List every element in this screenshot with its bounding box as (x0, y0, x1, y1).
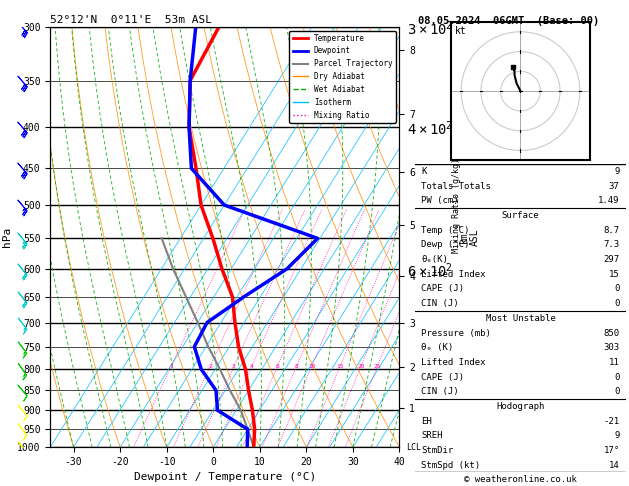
Text: 25: 25 (374, 364, 381, 369)
Y-axis label: km
ASL: km ASL (459, 228, 480, 246)
Text: θₑ(K): θₑ(K) (421, 255, 448, 264)
Text: Pressure (mb): Pressure (mb) (421, 329, 491, 337)
Text: StmSpd (kt): StmSpd (kt) (421, 461, 481, 469)
Legend: Temperature, Dewpoint, Parcel Trajectory, Dry Adiabat, Wet Adiabat, Isotherm, Mi: Temperature, Dewpoint, Parcel Trajectory… (289, 31, 396, 122)
Text: Lifted Index: Lifted Index (421, 358, 486, 367)
Text: 8.7: 8.7 (603, 226, 620, 235)
Text: 15: 15 (609, 270, 620, 279)
X-axis label: Dewpoint / Temperature (°C): Dewpoint / Temperature (°C) (134, 472, 316, 483)
Text: Totals Totals: Totals Totals (421, 182, 491, 191)
Text: 8: 8 (294, 364, 298, 369)
Text: CIN (J): CIN (J) (421, 299, 459, 308)
Text: 14: 14 (609, 461, 620, 469)
Text: K: K (421, 167, 427, 176)
Text: 08.05.2024  06GMT  (Base: 00): 08.05.2024 06GMT (Base: 00) (418, 16, 599, 26)
Y-axis label: hPa: hPa (1, 227, 11, 247)
Text: CAPE (J): CAPE (J) (421, 284, 464, 294)
Text: 1: 1 (169, 364, 173, 369)
Text: 0: 0 (614, 284, 620, 294)
Text: Mixing Ratio (g/kg): Mixing Ratio (g/kg) (452, 157, 461, 253)
Text: Lifted Index: Lifted Index (421, 270, 486, 279)
Text: 17°: 17° (603, 446, 620, 455)
Text: 6: 6 (276, 364, 279, 369)
Text: 10: 10 (308, 364, 315, 369)
Text: CIN (J): CIN (J) (421, 387, 459, 396)
Text: 4: 4 (250, 364, 253, 369)
Text: © weatheronline.co.uk: © weatheronline.co.uk (464, 474, 577, 484)
Text: SREH: SREH (421, 431, 443, 440)
Text: EH: EH (421, 417, 432, 426)
Text: 3: 3 (232, 364, 236, 369)
Text: Dewp (°C): Dewp (°C) (421, 241, 470, 249)
Text: CAPE (J): CAPE (J) (421, 373, 464, 382)
Text: 2: 2 (208, 364, 212, 369)
Text: 9: 9 (614, 167, 620, 176)
Text: -21: -21 (603, 417, 620, 426)
Text: PW (cm): PW (cm) (421, 196, 459, 206)
Text: 11: 11 (609, 358, 620, 367)
Text: 850: 850 (603, 329, 620, 337)
Text: 7.3: 7.3 (603, 241, 620, 249)
Text: Temp (°C): Temp (°C) (421, 226, 470, 235)
Text: 0: 0 (614, 373, 620, 382)
Text: 37: 37 (609, 182, 620, 191)
Text: 0: 0 (614, 299, 620, 308)
Text: LCL: LCL (406, 443, 421, 451)
Text: 9: 9 (614, 431, 620, 440)
Text: 1.49: 1.49 (598, 196, 620, 206)
Text: 20: 20 (357, 364, 365, 369)
Text: 297: 297 (603, 255, 620, 264)
Text: kt: kt (455, 26, 467, 36)
Text: θₑ (K): θₑ (K) (421, 343, 454, 352)
Text: Hodograph: Hodograph (496, 402, 545, 411)
Text: 15: 15 (337, 364, 344, 369)
Text: Most Unstable: Most Unstable (486, 314, 555, 323)
Text: 303: 303 (603, 343, 620, 352)
Text: 0: 0 (614, 387, 620, 396)
Text: StmDir: StmDir (421, 446, 454, 455)
Text: 52°12'N  0°11'E  53m ASL: 52°12'N 0°11'E 53m ASL (50, 15, 213, 25)
Text: Surface: Surface (502, 211, 539, 220)
